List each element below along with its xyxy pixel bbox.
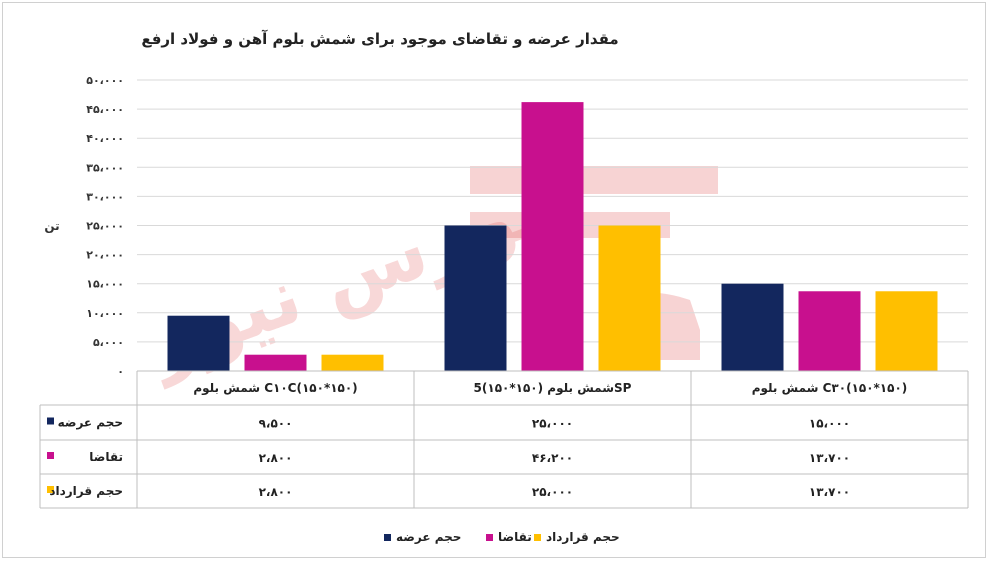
y-tick-label: ۱۰،۰۰۰ — [86, 307, 124, 320]
bar-0-0 — [167, 315, 230, 371]
chart-title: مقدار عرضه و تقاضای موجود برای شمش بلوم … — [141, 30, 618, 48]
row-swatch — [47, 452, 54, 459]
data-table: C۱۰C(۱۵۰*۱۵۰) شمش بلوم SPشمش بلوم (۱۵۰*۱۵… — [39, 370, 969, 509]
data-cell: ۲۵،۰۰۰ — [532, 485, 573, 499]
data-cell: ۱۳،۷۰۰ — [809, 451, 850, 465]
data-cell: ۱۵،۰۰۰ — [809, 417, 850, 431]
legend-swatch — [534, 534, 541, 541]
row-label: حجم عرضه — [58, 416, 123, 430]
bars — [167, 102, 938, 371]
bar-2-2 — [875, 291, 938, 371]
y-tick-label: ۱۵،۰۰۰ — [86, 278, 124, 291]
bar-2-0 — [321, 354, 384, 371]
category-label: C۳۰(۱۵۰*۱۵۰) شمش بلوم — [752, 381, 908, 396]
row-swatch — [47, 417, 54, 425]
y-tick-label: ۰ — [117, 365, 124, 378]
legend-label: حجم قرارداد — [546, 530, 620, 544]
legend-swatch — [486, 534, 493, 541]
data-cell: ۲،۸۰۰ — [259, 485, 293, 499]
data-cell: ۲۵،۰۰۰ — [532, 417, 573, 431]
category-label: SPشمش بلوم (۱۵۰*۱۵۰)5 — [474, 381, 632, 396]
bar-1-2 — [798, 291, 861, 371]
row-label: حجم قرارداد — [49, 484, 123, 498]
legend-swatch — [384, 534, 391, 541]
bar-1-1 — [521, 102, 584, 371]
bar-2-1 — [598, 225, 661, 371]
y-tick-label: ۴۰،۰۰۰ — [86, 132, 124, 145]
legend: حجم عرضه تقاضا حجم قرارداد — [384, 530, 620, 544]
y-tick-label: ۲۵،۰۰۰ — [86, 220, 124, 233]
y-axis-ticks: ۵۰،۰۰۰ ۴۵،۰۰۰ ۴۰،۰۰۰ ۳۵،۰۰۰ ۳۰،۰۰۰ ۲۵،۰۰۰ ۲۰،۰… — [86, 74, 124, 378]
y-tick-label: ۲۰،۰۰۰ — [86, 249, 124, 262]
bar-0-1 — [444, 225, 507, 371]
data-cell: ۱۳،۷۰۰ — [809, 485, 850, 499]
row-label: تقاضا — [89, 450, 123, 464]
category-label: C۱۰C(۱۵۰*۱۵۰) شمش بلوم — [193, 381, 357, 396]
y-tick-label: ۵،۰۰۰ — [93, 336, 124, 349]
legend-label: تقاضا — [498, 530, 532, 544]
watermark-band-top — [470, 166, 718, 194]
y-tick-label: ۳۰،۰۰۰ — [86, 190, 124, 203]
bar-0-2 — [721, 283, 784, 371]
legend-label: حجم عرضه — [396, 530, 461, 544]
y-axis-unit: تن — [44, 219, 59, 233]
data-cell: ۴۶،۲۰۰ — [532, 451, 573, 465]
y-tick-label: ۳۵،۰۰۰ — [86, 161, 124, 174]
y-tick-label: ۵۰،۰۰۰ — [86, 74, 124, 87]
data-cell: ۹،۵۰۰ — [259, 417, 293, 431]
y-tick-label: ۴۵،۰۰۰ — [86, 103, 124, 116]
row-swatch — [47, 486, 54, 493]
data-cell: ۲،۸۰۰ — [259, 451, 293, 465]
bar-1-0 — [244, 354, 307, 371]
